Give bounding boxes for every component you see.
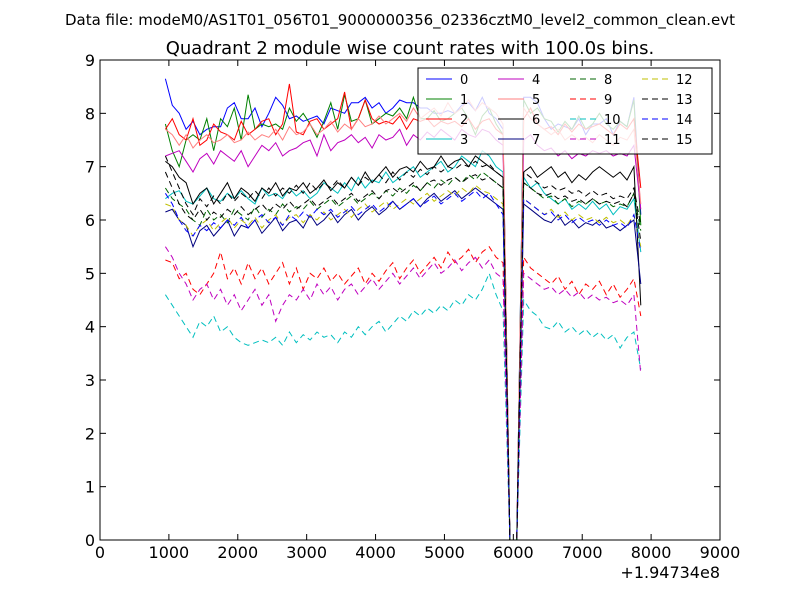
legend-label-13: 13 [676,93,693,108]
axis-ticks: 0 1000 2000 3000 4000 5000 6000 7000 8000 9000012… [85,51,741,562]
y-tick-label: 0 [85,531,95,550]
series-line-13 [164,171,642,541]
chart-title: Quadrant 2 module wise count rates with … [166,38,655,59]
legend-box [417,67,713,155]
legend-label-9: 9 [604,93,612,108]
plot-frame [99,59,721,541]
series-line-14 [164,190,642,541]
legend-label-10: 10 [604,113,621,128]
series-line-9 [165,245,642,541]
legend-label-14: 14 [676,113,693,128]
legend-label-4: 4 [532,73,540,88]
series-line-3 [165,149,642,541]
y-tick-label: 2 [85,424,95,443]
legend-label-5: 5 [532,93,540,108]
series-line-8 [164,171,642,541]
x-tick-label: 0 [95,543,105,562]
legend-label-12: 12 [676,73,693,88]
series-line-11 [164,246,642,541]
legend-label-11: 11 [604,133,621,148]
series-layer [164,78,642,541]
x-tick-label: 3000 [286,543,327,562]
y-tick-label: 3 [85,371,95,390]
x-tick-label: 1000 [149,543,190,562]
y-tick-label: 4 [85,318,95,337]
legend-label-15: 15 [676,133,693,148]
series-line-5 [165,99,642,541]
x-offset-label: +1.94734e8 [620,563,720,582]
legend-label-0: 0 [460,73,468,88]
x-tick-label: 7000 [562,543,603,562]
series-line-6 [165,155,642,541]
x-tick-label: 8000 [631,543,672,562]
legend-label-6: 6 [532,113,540,128]
legend-label-1: 1 [460,93,468,108]
legend-label-8: 8 [604,73,612,88]
x-tick-label: 2000 [217,543,258,562]
y-tick-label: 9 [85,51,95,70]
y-tick-label: 7 [85,158,95,177]
series-line-1 [164,94,642,541]
series-line-10 [164,271,642,541]
legend-label-3: 3 [460,133,468,148]
series-line-12 [165,184,642,541]
file-label: Data file: modeM0/AS1T01_056T01_90000003… [65,11,735,30]
y-tick-label: 1 [85,478,95,497]
series-line-15 [164,155,642,541]
legend-label-7: 7 [532,133,540,148]
legend-label-2: 2 [460,113,468,128]
x-tick-label: 4000 [355,543,396,562]
x-tick-label: 9000 [700,543,741,562]
y-tick-label: 6 [85,211,95,230]
y-tick-label: 8 [85,104,95,123]
x-tick-label: 6000 [493,543,534,562]
series-line-7 [165,187,642,541]
y-tick-label: 5 [85,264,95,283]
x-tick-label: 5000 [424,543,465,562]
